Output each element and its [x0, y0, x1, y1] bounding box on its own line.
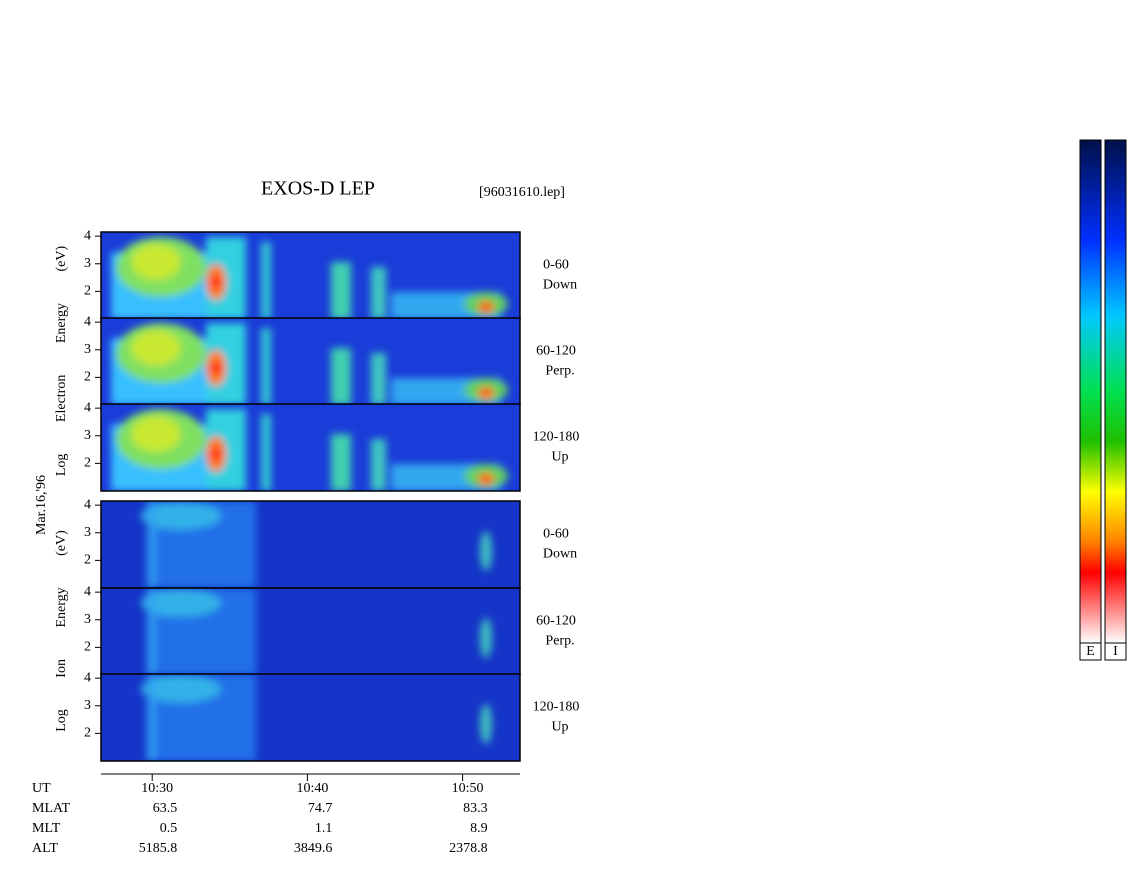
colorbar-label-box — [1104, 642, 1127, 661]
direction: Up — [551, 450, 568, 465]
y-tick-label: 3 — [84, 612, 91, 627]
y-tick-label: 4 — [84, 400, 91, 415]
colorbar — [1079, 139, 1102, 644]
spectrogram — [101, 588, 520, 675]
panel-frame — [100, 403, 521, 492]
y-tick-label: 3 — [84, 428, 91, 443]
y-tick-label: 2 — [84, 456, 91, 471]
pitch-angle: 60-120 — [536, 344, 576, 359]
pitch-angle: 120-180 — [533, 700, 580, 715]
y-tick-label: 2 — [84, 553, 91, 568]
ephemeris-name: MLAT — [32, 801, 71, 816]
spectrogram — [101, 674, 520, 761]
ephemeris-value: 74.7 — [308, 801, 333, 816]
ephemeris-value: 3849.6 — [294, 841, 333, 856]
colorbar-label-box — [1079, 642, 1102, 661]
x-tick-label: 10:50 — [452, 781, 484, 796]
y-tick-label: 4 — [84, 670, 91, 685]
colorbar-label: I — [1113, 644, 1118, 659]
direction: Up — [551, 720, 568, 735]
ephemeris-name: UT — [32, 781, 51, 796]
y-tick-label: 2 — [84, 284, 91, 299]
y-tick-label: 3 — [84, 698, 91, 713]
x-tick-label: 10:40 — [296, 781, 328, 796]
y-tick-label: 4 — [84, 228, 91, 243]
colorbar — [1104, 139, 1127, 644]
ion-axis-label: Log Ion Energy (eV) — [54, 530, 69, 732]
file-name: [96031610.lep] — [479, 185, 565, 200]
y-tick-label: 2 — [84, 726, 91, 741]
y-tick-label: 3 — [84, 525, 91, 540]
pitch-angle: 60-120 — [536, 614, 576, 629]
date-label: Mar.16,'96 — [34, 475, 49, 535]
y-tick-label: 3 — [84, 256, 91, 271]
spectrogram — [101, 232, 520, 319]
ephemeris-value: 8.9 — [470, 821, 488, 836]
ephemeris-name: MLT — [32, 821, 61, 836]
ephemeris-value: 63.5 — [153, 801, 178, 816]
pitch-angle: 0-60 — [543, 258, 569, 273]
y-tick-label: 2 — [84, 370, 91, 385]
ephemeris-name: ALT — [32, 841, 58, 856]
electron-axis-label: Log Electron Energy (eV) — [54, 246, 69, 477]
ephemeris-value: 1.1 — [315, 821, 333, 836]
spectrogram — [101, 404, 520, 491]
spectrogram — [101, 318, 520, 405]
x-tick-label: 10:30 — [141, 781, 173, 796]
ephemeris-value: 2378.8 — [449, 841, 488, 856]
spectrogram-panels: 2 3 4 0-60 Down 2 3 4 60-120 Perp. 2 3 4 120-180 Up 2 3 4… — [84, 228, 580, 762]
colorbar-label: E — [1086, 644, 1095, 659]
y-tick-label: 3 — [84, 342, 91, 357]
ephemeris-value: 5185.8 — [139, 841, 178, 856]
y-tick-label: 4 — [84, 584, 91, 599]
ephemeris-value: 83.3 — [463, 801, 488, 816]
panel-frame — [100, 673, 521, 762]
direction: Down — [543, 547, 577, 562]
direction: Down — [543, 278, 577, 293]
spectrogram — [101, 501, 520, 588]
y-tick-label: 2 — [84, 640, 91, 655]
pitch-angle: 0-60 — [543, 527, 569, 542]
ephemeris-value: 0.5 — [160, 821, 178, 836]
direction: Perp. — [545, 634, 574, 649]
pitch-angle: 120-180 — [533, 430, 580, 445]
direction: Perp. — [545, 364, 574, 379]
y-tick-label: 4 — [84, 314, 91, 329]
chart-title: EXOS-D LEP — [261, 178, 375, 200]
y-tick-label: 4 — [84, 497, 91, 512]
